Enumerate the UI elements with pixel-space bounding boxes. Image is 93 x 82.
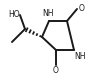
Text: NH: NH: [43, 10, 54, 19]
Text: O: O: [53, 67, 59, 76]
Text: HO: HO: [8, 10, 20, 20]
Text: O: O: [78, 4, 84, 13]
Text: NH: NH: [74, 52, 86, 62]
